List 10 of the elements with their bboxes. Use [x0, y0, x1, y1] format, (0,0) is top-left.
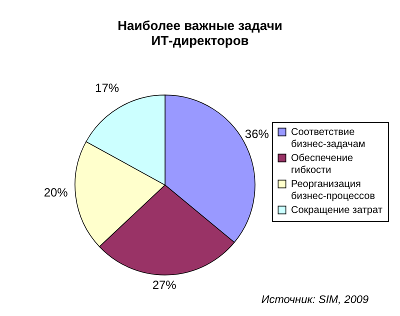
- legend-label: Соответствие бизнес-задачам: [291, 127, 366, 150]
- data-label: 27%: [152, 278, 177, 292]
- legend-label: Сокращение затрат: [291, 205, 383, 216]
- data-label: 20%: [44, 185, 68, 200]
- data-label: 17%: [95, 80, 120, 95]
- chart-title: Наиболее важные задачи ИТ-директоров: [118, 18, 282, 48]
- text: Источник: SIM, 2009: [261, 294, 369, 306]
- legend-label: Обеспечение гибкости: [291, 153, 354, 176]
- data-label: 36%: [244, 126, 270, 141]
- legend-label: Реорганизация бизнес-процессов: [291, 179, 376, 202]
